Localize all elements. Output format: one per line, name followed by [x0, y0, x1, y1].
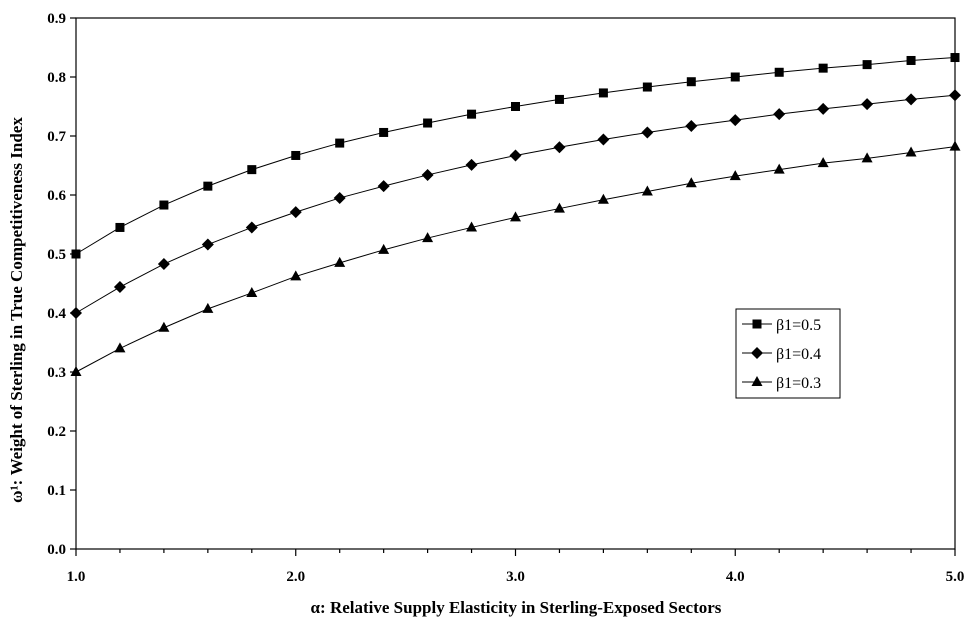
- legend-label: β1=0.5: [776, 317, 821, 334]
- square-marker: [730, 72, 740, 82]
- diamond-marker: [201, 238, 214, 251]
- square-marker: [598, 88, 608, 98]
- axes: 0.0 0.1 0.2 0.3 0.4 0.5 0.6 0.7 0.8 0.9 1.0 2.0 3.0 4…: [47, 11, 964, 585]
- triangle-marker: [202, 302, 214, 313]
- triangle-marker: [905, 146, 917, 157]
- square-marker: [71, 249, 81, 259]
- x-axis-title: α: Relative Supply Elasticity in Sterlin…: [311, 598, 722, 617]
- y-tick-label: 0.7: [47, 129, 66, 145]
- x-tick-label: 1.0: [67, 569, 86, 585]
- y-tick-label: 0.8: [47, 70, 66, 86]
- triangle-marker: [751, 376, 763, 386]
- x-tick-label: 3.0: [506, 569, 525, 585]
- triangle-marker: [158, 321, 170, 332]
- triangle-marker: [773, 163, 785, 174]
- legend-item: β1=0.5: [742, 317, 821, 334]
- diamond-marker: [641, 126, 654, 139]
- square-marker: [291, 150, 301, 160]
- triangle-marker: [729, 170, 741, 181]
- square-marker: [423, 118, 433, 128]
- triangle-marker: [114, 342, 126, 353]
- square-marker: [906, 55, 916, 65]
- diamond-marker: [817, 102, 830, 115]
- plot-frame: [75, 17, 956, 550]
- x-tick-label: 4.0: [726, 569, 745, 585]
- diamond-marker: [421, 168, 434, 181]
- y-axis-title: ω¹: Weight of Sterling in True Competiti…: [7, 117, 26, 503]
- triangle-marker: [641, 185, 653, 196]
- y-tick-label: 0.3: [47, 365, 66, 381]
- diamond-marker: [465, 158, 478, 171]
- diamond-marker: [861, 98, 874, 111]
- diamond-marker: [553, 141, 566, 154]
- triangle-marker: [246, 286, 258, 297]
- square-marker: [335, 138, 345, 148]
- diamond-marker: [70, 307, 82, 319]
- square-marker: [774, 67, 784, 77]
- series-line: [75, 94, 956, 314]
- diamond-marker: [949, 89, 961, 102]
- legend-item: β1=0.3: [742, 375, 821, 392]
- triangle-marker: [553, 202, 565, 213]
- triangle-marker: [334, 256, 346, 267]
- legend-label: β1=0.3: [776, 375, 821, 392]
- diamond-marker: [729, 114, 742, 127]
- diamond-marker: [289, 206, 302, 219]
- y-tick-label: 0.2: [47, 424, 66, 440]
- legend: β1=0.5 β1=0.4 β1=0.3: [735, 308, 841, 399]
- square-marker: [818, 63, 828, 73]
- triangle-marker: [817, 157, 829, 168]
- triangle-marker: [597, 193, 609, 204]
- x-tick-label: 5.0: [946, 569, 965, 585]
- square-marker: [862, 60, 872, 70]
- square-marker: [554, 94, 564, 104]
- diamond-marker: [245, 221, 258, 234]
- triangle-marker: [685, 177, 697, 188]
- diamond-marker: [597, 133, 610, 146]
- diamond-marker: [157, 258, 170, 271]
- diamond-marker: [509, 149, 522, 162]
- series-2: [70, 89, 961, 319]
- legend-item: β1=0.4: [742, 346, 821, 363]
- triangle-marker: [70, 366, 82, 376]
- diamond-marker: [751, 347, 763, 359]
- x-tick-label: 2.0: [286, 569, 305, 585]
- triangle-marker: [378, 243, 390, 254]
- y-tick-label: 0.0: [47, 542, 66, 558]
- series-layer: [70, 53, 961, 376]
- square-marker: [511, 102, 520, 111]
- diamond-marker: [905, 93, 918, 106]
- y-tick-label: 0.6: [47, 188, 66, 204]
- triangle-marker: [949, 140, 961, 151]
- series-1: [71, 53, 960, 259]
- y-tick-label: 0.1: [47, 483, 66, 499]
- square-marker: [752, 319, 762, 329]
- square-marker: [203, 181, 213, 191]
- legend-label: β1=0.4: [776, 346, 821, 363]
- series-3: [70, 140, 961, 376]
- diamond-marker: [685, 119, 698, 132]
- square-marker: [115, 222, 125, 232]
- square-marker: [247, 165, 257, 175]
- diamond-marker: [377, 180, 390, 193]
- square-marker: [467, 109, 477, 119]
- square-marker: [686, 77, 696, 87]
- triangle-marker: [466, 221, 478, 232]
- diamond-marker: [113, 281, 126, 294]
- triangle-marker: [422, 232, 434, 243]
- square-marker: [159, 200, 169, 210]
- y-tick-label: 0.4: [47, 306, 66, 322]
- triangle-marker: [510, 211, 521, 222]
- square-marker: [950, 53, 960, 63]
- square-marker: [379, 127, 389, 137]
- square-marker: [642, 82, 652, 92]
- triangle-marker: [290, 270, 302, 281]
- y-tick-label: 0.5: [47, 247, 66, 263]
- diamond-marker: [773, 108, 786, 121]
- triangle-marker: [861, 152, 873, 163]
- y-tick-label: 0.9: [47, 11, 66, 27]
- diamond-marker: [333, 191, 346, 204]
